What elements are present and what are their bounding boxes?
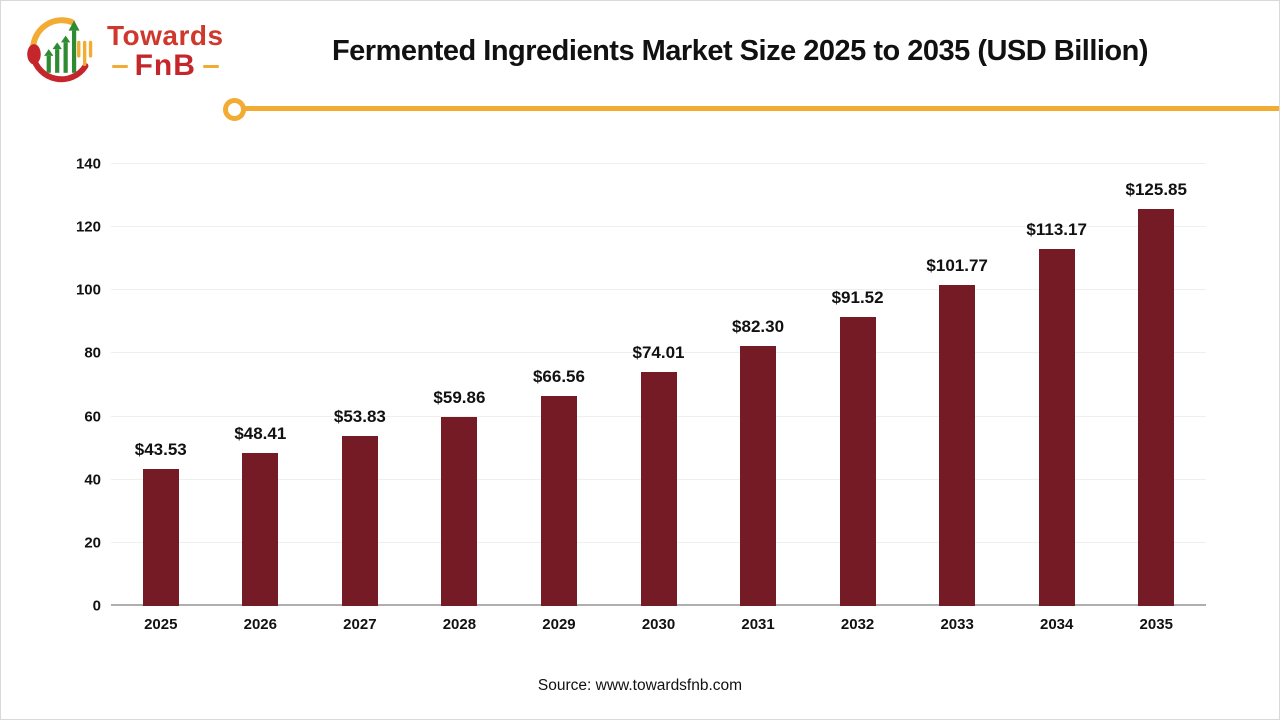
divider-line: [223, 98, 1279, 121]
bar-value-label: $101.77: [926, 255, 988, 275]
growth-bars-icon: [44, 20, 80, 73]
x-tick-label: 2026: [243, 616, 277, 633]
y-axis: 0 20 40 60 80 100 120 140: [1, 156, 101, 615]
bar-column: $113.17: [1007, 164, 1107, 606]
x-tick-label: 2032: [840, 616, 875, 633]
y-tick-label: 100: [75, 281, 101, 299]
gridline: [111, 226, 1206, 228]
bar-value-label: $82.30: [732, 317, 785, 337]
bar-value-label: $43.53: [134, 439, 187, 459]
bar: [1138, 208, 1175, 606]
x-axis: 2025 2026 2027 2028 2029 2030 2031 2032 2033 2034…: [111, 616, 1206, 633]
logo-brand-bottom: FnB: [134, 49, 196, 83]
bar-value-label: $91.52: [831, 288, 884, 308]
x-tick-label: 2030: [641, 616, 676, 633]
bar: [1038, 248, 1075, 606]
y-tick-label: 0: [92, 597, 101, 615]
bar-column: $66.56: [509, 164, 609, 606]
bar-column: $59.86: [410, 164, 510, 606]
bar: [540, 395, 577, 606]
y-tick-label: 120: [75, 218, 101, 236]
bar: [341, 436, 378, 606]
logo-arc-red: [30, 52, 89, 83]
bar: [242, 453, 279, 606]
bar-value-label: $66.56: [532, 366, 585, 386]
y-tick-label: 40: [84, 471, 101, 489]
y-tick-label: 80: [84, 344, 101, 362]
bar-column: $74.01: [609, 164, 709, 606]
bar-value-label: $59.86: [433, 388, 486, 408]
divider-ring-icon: [223, 98, 246, 121]
fork-icon: [77, 40, 93, 67]
bar-value-label: $74.01: [632, 343, 685, 363]
x-tick-label: 2025: [144, 616, 178, 633]
logo-wordmark: Towards FnB: [107, 19, 224, 83]
towardsfnb-logo-icon: [27, 17, 93, 83]
x-tick-label: 2027: [343, 616, 377, 633]
bar-column: $48.41: [211, 164, 311, 606]
bar-column: $125.85: [1106, 164, 1206, 606]
bar-column: $91.52: [808, 164, 908, 606]
bar: [939, 284, 976, 606]
x-tick-label: 2033: [940, 616, 974, 633]
bar: [839, 317, 876, 606]
bar: [441, 417, 478, 606]
source-note: Source: www.towardsfnb.com: [537, 677, 743, 694]
x-tick-label: 2031: [741, 616, 775, 633]
logo-brand-top: Towards: [107, 19, 224, 51]
gridline: [111, 352, 1206, 354]
x-tick-label: 2029: [542, 616, 576, 633]
bar-column: $82.30: [708, 164, 808, 606]
bar: [640, 372, 677, 606]
gridline: [111, 289, 1206, 291]
logo-dash-right: [202, 64, 219, 68]
bar-column: $43.53: [111, 164, 211, 606]
chart-title: Fermented Ingredients Market Size 2025 t…: [331, 35, 1149, 67]
gridline: [111, 163, 1206, 164]
towardsfnb-logo: Towards FnB: [23, 11, 224, 89]
bar-series: $43.53 $48.41 $53.83 $59.86 $66.56 $74.01 $82.…: [111, 164, 1206, 606]
y-tick-label: 140: [75, 155, 101, 173]
x-tick-label: 2035: [1139, 616, 1173, 633]
logo-arc-gold: [30, 17, 75, 51]
x-tick-label: 2028: [442, 616, 477, 633]
bar: [740, 346, 777, 606]
y-tick-label: 60: [84, 408, 101, 426]
bar-column: $101.77: [907, 164, 1007, 606]
x-tick-label: 2034: [1040, 616, 1074, 633]
bar-value-label: $113.17: [1026, 219, 1087, 239]
y-tick-label: 20: [84, 534, 101, 552]
logo-dash-left: [111, 64, 128, 68]
bar-value-label: $48.41: [234, 424, 287, 444]
bar-column: $53.83: [310, 164, 410, 606]
bar-value-label: $53.83: [333, 407, 386, 427]
bar: [142, 468, 179, 606]
spoon-icon: [27, 44, 41, 65]
bar-value-label: $125.85: [1125, 179, 1187, 199]
